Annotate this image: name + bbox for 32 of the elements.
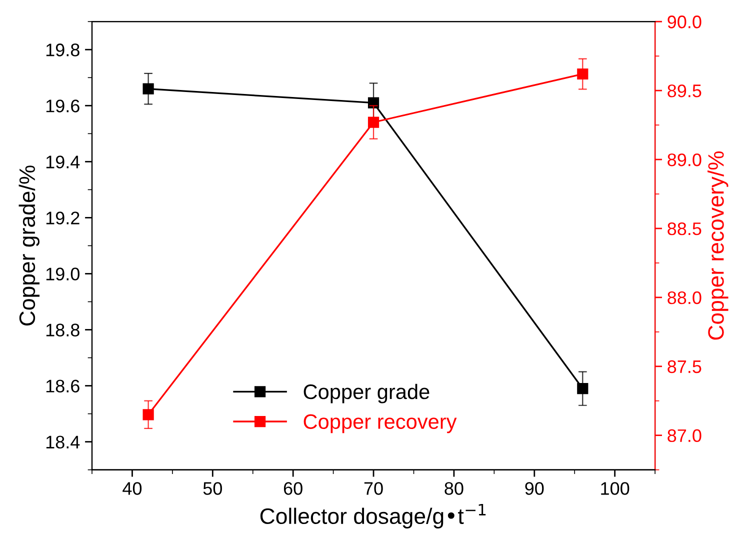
x-tick-label: 100: [601, 482, 630, 495]
y-tick-label: 19.8: [46, 44, 80, 56]
y-tick-label: 18.6: [46, 380, 80, 392]
point: [142, 409, 154, 420]
y2-tick-label: 87.5: [668, 360, 702, 374]
x-axis-title: Collector dosage/g•t$^{−1}$: [260, 504, 486, 528]
y2-tick-label: 89.5: [668, 84, 702, 98]
y-tick-label: 19.6: [46, 100, 80, 112]
y-tick-label: 19.2: [46, 212, 80, 224]
y-tick-label: 19.4: [46, 156, 80, 168]
x-tick-label: 80: [444, 482, 464, 495]
y2-axis-title: Copper recovery/%: [708, 151, 728, 340]
y-tick-label: 18.4: [46, 436, 80, 449]
y-tick-label: 19.0: [46, 268, 80, 280]
point: [577, 68, 588, 80]
x-tick-label: 60: [284, 482, 302, 495]
x-tick-label: 90: [525, 482, 544, 495]
y2-tick-label: 87.0: [668, 429, 702, 442]
legend-label: Copper recovery: [304, 414, 457, 434]
y2-tick-label: 89.0: [668, 153, 702, 166]
point: [368, 116, 380, 128]
y2-tick-label: 90.0: [668, 16, 702, 28]
x-tick-label: 50: [203, 482, 222, 495]
y2-tick-label: 88.0: [668, 291, 702, 304]
y-axis-title: Copper grade/%: [18, 166, 40, 326]
point: [577, 383, 588, 394]
x-tick-label: 40: [122, 482, 142, 495]
y-tick-label: 18.8: [46, 324, 80, 336]
y2-tick-label: 88.5: [668, 222, 702, 236]
legend-label: Copper grade: [304, 384, 430, 404]
x-tick-label: 70: [364, 482, 383, 495]
point: [142, 83, 154, 94]
